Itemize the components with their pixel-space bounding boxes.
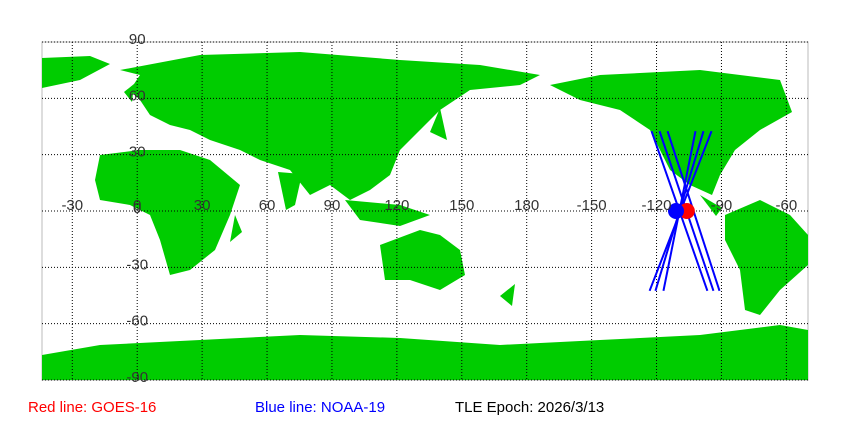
y-tick-label: -30 xyxy=(126,256,148,273)
legend-red: Red line: GOES-16 xyxy=(28,399,156,416)
x-tick-label: 0 xyxy=(133,197,141,214)
x-tick-label: 180 xyxy=(514,197,539,214)
x-tick-label: 60 xyxy=(259,197,276,214)
x-tick-label: -120 xyxy=(642,197,672,214)
x-tick-label: -90 xyxy=(711,197,733,214)
x-tick-label: -30 xyxy=(61,197,83,214)
y-tick-label: -90 xyxy=(126,369,148,386)
epoch: TLE Epoch: 2026/3/13 xyxy=(455,399,604,416)
satellite-position xyxy=(668,203,685,219)
x-tick-label: 150 xyxy=(449,197,474,214)
x-tick-label: 30 xyxy=(194,197,211,214)
x-tick-label: -60 xyxy=(776,197,798,214)
grid xyxy=(42,41,808,381)
y-tick-label: -60 xyxy=(126,313,148,330)
legend-blue: Blue line: NOAA-19 xyxy=(255,399,385,416)
y-tick-label: 30 xyxy=(129,144,146,161)
x-tick-label: -150 xyxy=(577,197,607,214)
land xyxy=(42,52,808,380)
y-tick-label: 0 xyxy=(133,200,141,217)
labels: -30 0 30 60 90 120 150 180 -150 -120 -90 -60 -90 -60 -… xyxy=(61,31,797,386)
x-tick-label: 90 xyxy=(324,197,341,214)
y-tick-label: 60 xyxy=(129,87,146,104)
x-tick-label: 120 xyxy=(384,197,409,214)
tracks xyxy=(648,130,721,292)
y-tick-label: 90 xyxy=(129,31,146,48)
